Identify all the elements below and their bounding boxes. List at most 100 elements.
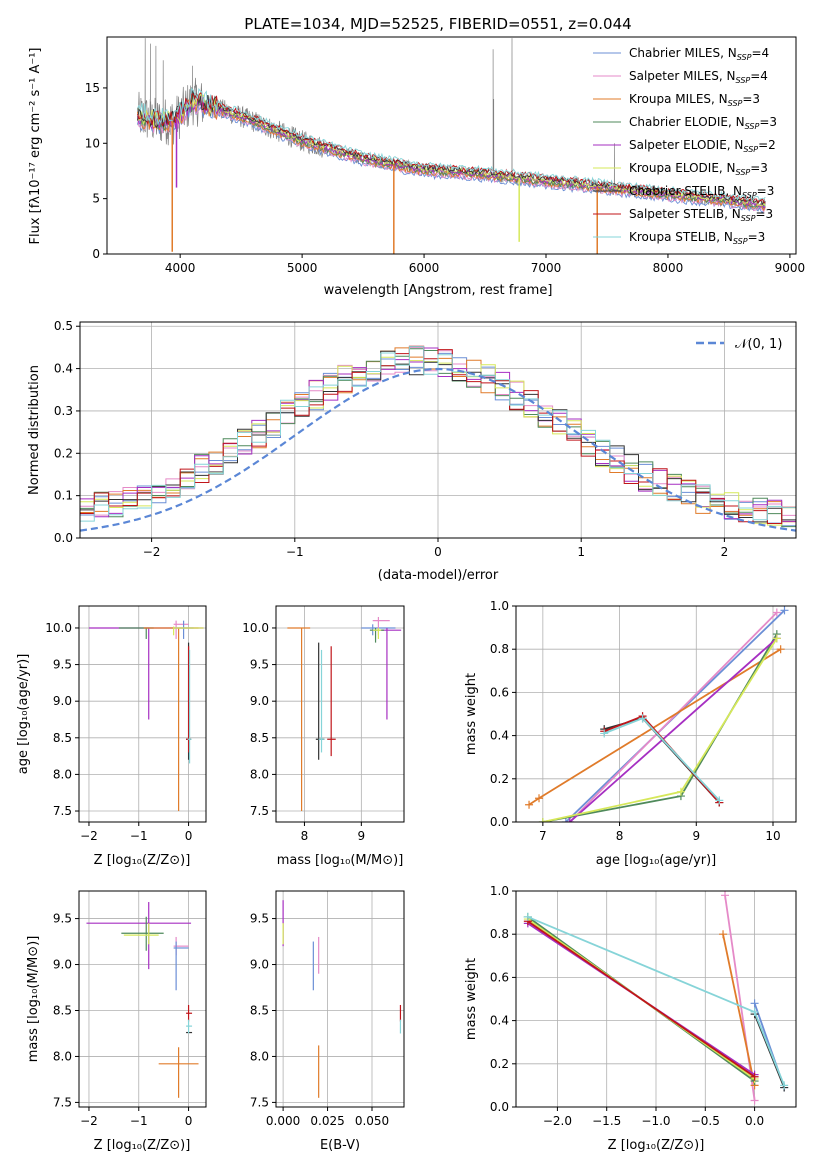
legend-label-sub: SSP — [745, 122, 760, 131]
x-tick-label: 7 — [539, 829, 547, 843]
x-tick-label: −1 — [130, 1114, 148, 1128]
legend-label: Kroupa MILES, NSSP=3 — [629, 92, 760, 108]
y-tick-label: 0.4 — [490, 1014, 509, 1028]
mass-weight-marker — [525, 800, 534, 809]
y-tick-label: 8.0 — [250, 1049, 269, 1063]
legend-label-suffix: =3 — [750, 161, 768, 175]
mass-vs-Z-panel: −2 −1 0 7.5 8.0 8.5 9.0 9.5 Z [log₁₀(Z/Z⊙)] mas… — [26, 890, 207, 1153]
x-tick-label: 0.000 — [266, 1114, 300, 1128]
mass-vs-Z-plot-area — [79, 891, 206, 1107]
y-tick-label: 0.0 — [54, 531, 73, 545]
mass-weight-marker — [750, 1007, 759, 1016]
x-tick-label: 0.0 — [745, 1114, 764, 1128]
legend-label-sub: SSP — [728, 99, 743, 108]
legend-label-suffix: =3 — [755, 207, 773, 221]
mass-weight-marker — [715, 796, 724, 805]
residual-histogram — [80, 345, 796, 524]
legend-label-name: Chabrier MILES, N — [629, 46, 737, 60]
mass-vs-Z-x-label: Z [log₁₀(Z/Z⊙)] — [94, 1138, 191, 1153]
age-vs-Z-panel: −2 −1 0 7.5 8.0 8.5 9.0 9.5 10.0 Z [log₁₀(Z/Z⊙)]… — [16, 605, 207, 868]
mass-weight-line — [527, 920, 756, 1078]
spectrum-y-label: Flux [fλ10⁻¹⁷ erg cm⁻² s⁻¹ A⁻¹] — [28, 48, 43, 245]
y-tick-label: 0.3 — [54, 404, 73, 418]
legend-label: Salpeter ELODIE, NSSP=2 — [629, 138, 776, 154]
spectrum-x-label: wavelength [Angstrom, rest frame] — [324, 283, 553, 298]
mass-weight-marker — [561, 818, 570, 822]
mass-weight-line — [569, 637, 778, 822]
y-tick-label: 10.0 — [242, 621, 269, 635]
y-tick-label: 9.5 — [53, 912, 72, 926]
legend-label-suffix: =3 — [748, 230, 766, 244]
x-tick-label: −1 — [130, 829, 148, 843]
y-tick-label: 9.5 — [53, 658, 72, 672]
y-tick-label: 0.6 — [490, 970, 509, 984]
mass-vs-EBV-plot-area — [276, 891, 404, 1107]
legend-label: Chabrier ELODIE, NSSP=3 — [629, 115, 777, 131]
legend-label-suffix: =3 — [757, 184, 775, 198]
legend-label-suffix: =3 — [742, 92, 760, 106]
age-vs-Z-y-label: age [log₁₀(age/yr)] — [16, 654, 31, 775]
y-tick-label: 9.0 — [250, 694, 269, 708]
x-tick-label: −2.0 — [543, 1114, 572, 1128]
residuals-x-label: (data-model)/error — [378, 568, 499, 583]
x-tick-label: 0 — [185, 829, 193, 843]
legend-label-sub: SSP — [741, 214, 756, 223]
y-tick-label: 0.2 — [54, 446, 73, 460]
legend-label-name: Salpeter MILES, N — [629, 69, 736, 83]
legend-label: Chabrier STELIB, NSSP=3 — [629, 184, 774, 200]
mass-vs-EBV-x-label: E(B-V) — [320, 1138, 360, 1153]
massweight-vs-Z-x-label: Z [log₁₀(Z/Z⊙)] — [608, 1138, 705, 1153]
y-tick-label: 8.5 — [250, 731, 269, 745]
x-tick-label: −1.5 — [592, 1114, 621, 1128]
y-tick-label: 1.0 — [490, 599, 509, 613]
x-tick-label: −1 — [286, 545, 304, 559]
y-tick-label: 8.5 — [53, 731, 72, 745]
legend-label-name: Salpeter ELODIE, N — [629, 138, 743, 152]
mass-weight-marker — [523, 912, 532, 921]
residual-histogram — [80, 347, 796, 522]
legend-label-name: Kroupa MILES, N — [629, 92, 728, 106]
legend-label: Salpeter MILES, NSSP=4 — [629, 69, 768, 85]
residuals-ticks: −2 −1 0 1 2 0.0 0.1 0.2 0.3 0.4 0.5 — [54, 319, 728, 559]
legend-label-name: Kroupa ELODIE, N — [629, 161, 736, 175]
legend-label-sub: SSP — [733, 237, 748, 246]
massweight-vs-Z-plot-area — [516, 891, 796, 1107]
y-tick-label: 8.0 — [53, 1049, 72, 1063]
legend-label-sub: SSP — [736, 76, 751, 85]
x-tick-label: 10 — [765, 829, 780, 843]
x-tick-label: −2 — [80, 829, 98, 843]
mass-weight-marker — [780, 1081, 789, 1090]
mass-weight-marker — [750, 1096, 759, 1105]
model-spectrum-line — [137, 87, 766, 202]
legend-label-sub: SSP — [742, 191, 757, 200]
x-tick-label: 2 — [721, 545, 729, 559]
mass-weight-marker — [719, 930, 728, 939]
normal-curve — [80, 367, 796, 532]
massweight-vs-age-panel: 7 8 9 10 0.0 0.2 0.4 0.6 0.8 1.0 age [log₁₀(age/y… — [464, 599, 797, 868]
age-vs-mass-plot-area — [276, 606, 404, 822]
legend-label-suffix: =4 — [750, 69, 768, 83]
age-vs-Z-x-label: Z [log₁₀(Z/Z⊙)] — [94, 853, 191, 868]
y-tick-label: 10.0 — [45, 621, 72, 635]
legend-label: Kroupa ELODIE, NSSP=3 — [629, 161, 768, 177]
y-tick-label: 0.2 — [490, 772, 509, 786]
legend-label-name: Chabrier ELODIE, N — [629, 115, 745, 129]
legend-label-name: Kroupa STELIB, N — [629, 230, 733, 244]
mass-weight-marker — [676, 787, 685, 796]
spectrum-panel: 4000 5000 6000 7000 8000 9000 0 5 10 15 wavelengt… — [28, 36, 805, 298]
x-tick-label: 8000 — [653, 261, 684, 275]
y-tick-label: 1.0 — [490, 884, 509, 898]
x-tick-label: −2 — [143, 545, 161, 559]
x-tick-label: 0 — [434, 545, 442, 559]
x-tick-label: 9 — [692, 829, 700, 843]
x-tick-label: 0.050 — [355, 1114, 389, 1128]
y-tick-label: 0.0 — [490, 1100, 509, 1114]
x-tick-label: −2 — [80, 1114, 98, 1128]
y-tick-label: 9.5 — [250, 658, 269, 672]
age-vs-Z-plot-area — [79, 606, 206, 822]
mass-weight-marker — [721, 891, 730, 900]
age-vs-mass-panel: 8 9 7.5 8.0 8.5 9.0 9.5 10.0 mass [log₁₀(M/M⊙)] — [242, 605, 405, 868]
massweight-vs-Z-y-label: mass weight — [464, 958, 479, 1040]
y-tick-label: 0.0 — [490, 815, 509, 829]
y-tick-label: 0 — [92, 247, 100, 261]
